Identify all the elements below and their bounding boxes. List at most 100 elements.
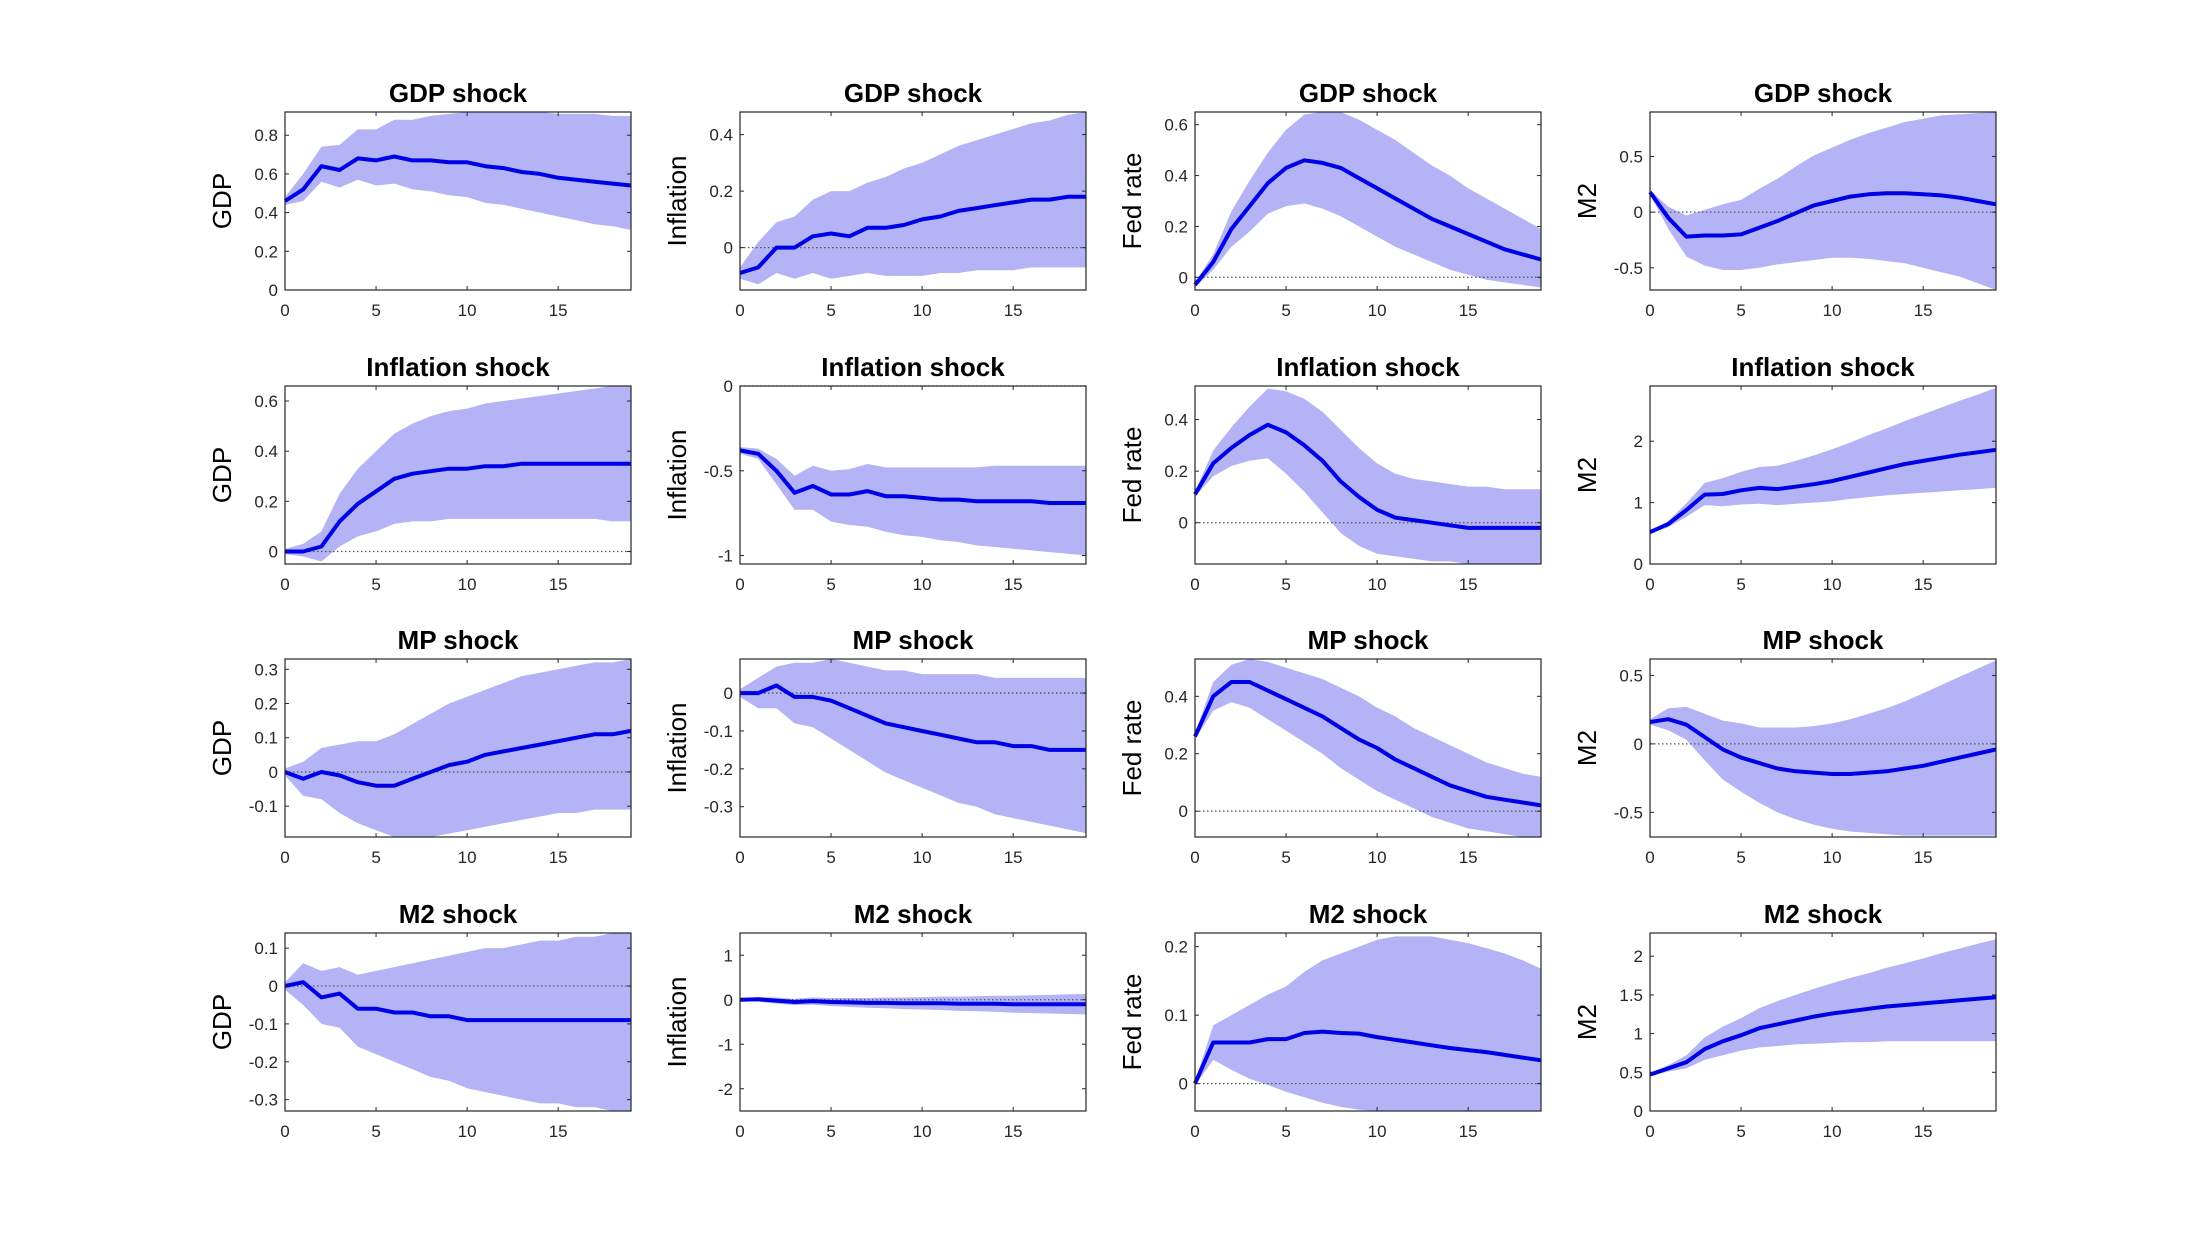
x-tick-label: 5 (1281, 301, 1290, 320)
y-tick-label: 0.6 (254, 165, 278, 184)
y-axis-label: Inflation (662, 429, 692, 520)
y-tick-label: 2 (1634, 432, 1643, 451)
confidence-band (1195, 388, 1541, 564)
response-line (1649, 447, 1997, 534)
y-tick-label: 0.4 (1164, 687, 1188, 706)
x-tick-label: 5 (826, 1122, 835, 1141)
x-tick-label: 15 (1914, 848, 1933, 867)
y-tick-label: 0.2 (254, 242, 278, 261)
confidence-band (285, 659, 631, 837)
x-tick-label: 5 (1736, 848, 1745, 867)
y-tick-label: -0.3 (249, 1091, 278, 1110)
confidence-band (740, 447, 1086, 556)
y-tick-label: 0 (1179, 268, 1188, 287)
axes-frame (1194, 658, 1542, 838)
y-axis-label: M2 (1572, 183, 1602, 219)
x-tick-label: 0 (1190, 1122, 1199, 1141)
x-tick-label: 15 (1914, 575, 1933, 594)
axes-frame (1194, 111, 1542, 291)
y-axis-label: GDP (207, 994, 237, 1050)
y-tick-label: 0.4 (1164, 411, 1188, 430)
y-tick-label: 0 (1634, 203, 1643, 222)
x-tick-label: 10 (1823, 848, 1842, 867)
y-tick-label: 0 (1634, 555, 1643, 574)
y-axis-label: Inflation (662, 702, 692, 793)
y-tick-label: 0.2 (1164, 938, 1188, 957)
response-line (283, 154, 632, 203)
response-line (1193, 158, 1542, 287)
y-tick-label: 1 (1634, 494, 1643, 513)
y-axis-label: M2 (1572, 457, 1602, 493)
y-tick-label: 1 (724, 946, 733, 965)
axes-frame (1194, 385, 1542, 565)
y-tick-label: 1 (1634, 1025, 1643, 1044)
y-axis-label: Fed rate (1117, 153, 1147, 250)
irf-panel: 0 5 10 15 0 0.2 0.4 0.6 GDP shock Fed rate (1117, 78, 1542, 320)
confidence-band (1650, 387, 1996, 534)
response-line (284, 980, 631, 1023)
x-tick-label: 10 (1823, 1122, 1842, 1141)
x-tick-label: 15 (549, 301, 568, 320)
y-tick-label: 0.1 (254, 729, 278, 748)
y-tick-label: -0.1 (704, 722, 733, 741)
panel-title: Inflation shock (366, 352, 550, 382)
y-axis-label: Fed rate (1117, 974, 1147, 1071)
y-axis-label: Inflation (662, 155, 692, 246)
confidence-band (285, 386, 631, 562)
panel-title: Inflation shock (1731, 352, 1915, 382)
x-tick-label: 0 (735, 848, 744, 867)
y-tick-label: -0.1 (249, 797, 278, 816)
x-tick-label: 10 (913, 848, 932, 867)
response-line (1649, 995, 1997, 1077)
panel-title: MP shock (1763, 625, 1884, 655)
axes-frame (284, 111, 632, 291)
x-tick-label: 5 (1736, 575, 1745, 594)
x-tick-label: 10 (1368, 848, 1387, 867)
x-tick-label: 15 (1914, 301, 1933, 320)
x-tick-label: 10 (458, 301, 477, 320)
irf-panel: 0 5 10 15 0 1 2 Inflation shock M2 (1572, 352, 1997, 594)
y-tick-label: 0 (269, 977, 278, 996)
x-tick-label: 10 (913, 575, 932, 594)
response-line (1649, 717, 1997, 776)
y-tick-label: 0.4 (254, 442, 278, 461)
y-axis-label: M2 (1572, 730, 1602, 766)
axes-frame (739, 385, 1087, 565)
response-line (1648, 190, 1997, 239)
x-tick-label: 0 (280, 301, 289, 320)
irf-panel: 0 5 10 15 0 0.1 0.2 M2 shock Fed rate (1117, 899, 1542, 1141)
x-tick-label: 0 (1645, 848, 1654, 867)
x-tick-label: 5 (1736, 1122, 1745, 1141)
axes-frame (739, 658, 1087, 838)
y-tick-label: 0.2 (1164, 462, 1188, 481)
x-tick-label: 10 (913, 1122, 932, 1141)
y-tick-label: 0.5 (1619, 1063, 1643, 1082)
panel-title: MP shock (398, 625, 519, 655)
y-tick-label: 2 (1634, 947, 1643, 966)
y-tick-label: 0.6 (1164, 116, 1188, 135)
y-tick-label: -1 (718, 547, 733, 566)
y-tick-label: 0.2 (709, 182, 733, 201)
y-axis-label: Fed rate (1117, 700, 1147, 797)
y-axis-label: GDP (207, 447, 237, 503)
axes-frame (739, 111, 1087, 291)
y-tick-label: 0 (1179, 1075, 1188, 1094)
x-tick-label: 0 (280, 575, 289, 594)
x-tick-label: 15 (1914, 1122, 1933, 1141)
x-tick-label: 10 (1823, 575, 1842, 594)
panel-title: M2 shock (1764, 899, 1883, 929)
irf-panel: 0 5 10 15 -0.5 0 0.5 MP shock M2 (1572, 625, 1997, 867)
y-tick-label: 0 (1634, 1102, 1643, 1121)
x-tick-label: 5 (826, 848, 835, 867)
panel-title: M2 shock (854, 899, 973, 929)
y-tick-label: 0 (269, 763, 278, 782)
y-axis-label: Inflation (662, 976, 692, 1067)
panel-title: M2 shock (399, 899, 518, 929)
y-tick-label: 1.5 (1619, 986, 1643, 1005)
x-tick-label: 15 (1004, 848, 1023, 867)
x-tick-label: 0 (735, 1122, 744, 1141)
irf-panel: 0 5 10 15 0 0.5 1 1.5 2 M2 shock M2 (1572, 899, 1997, 1141)
axes-frame (739, 932, 1087, 1112)
y-tick-label: 0.2 (254, 695, 278, 714)
x-tick-label: 15 (549, 1122, 568, 1141)
